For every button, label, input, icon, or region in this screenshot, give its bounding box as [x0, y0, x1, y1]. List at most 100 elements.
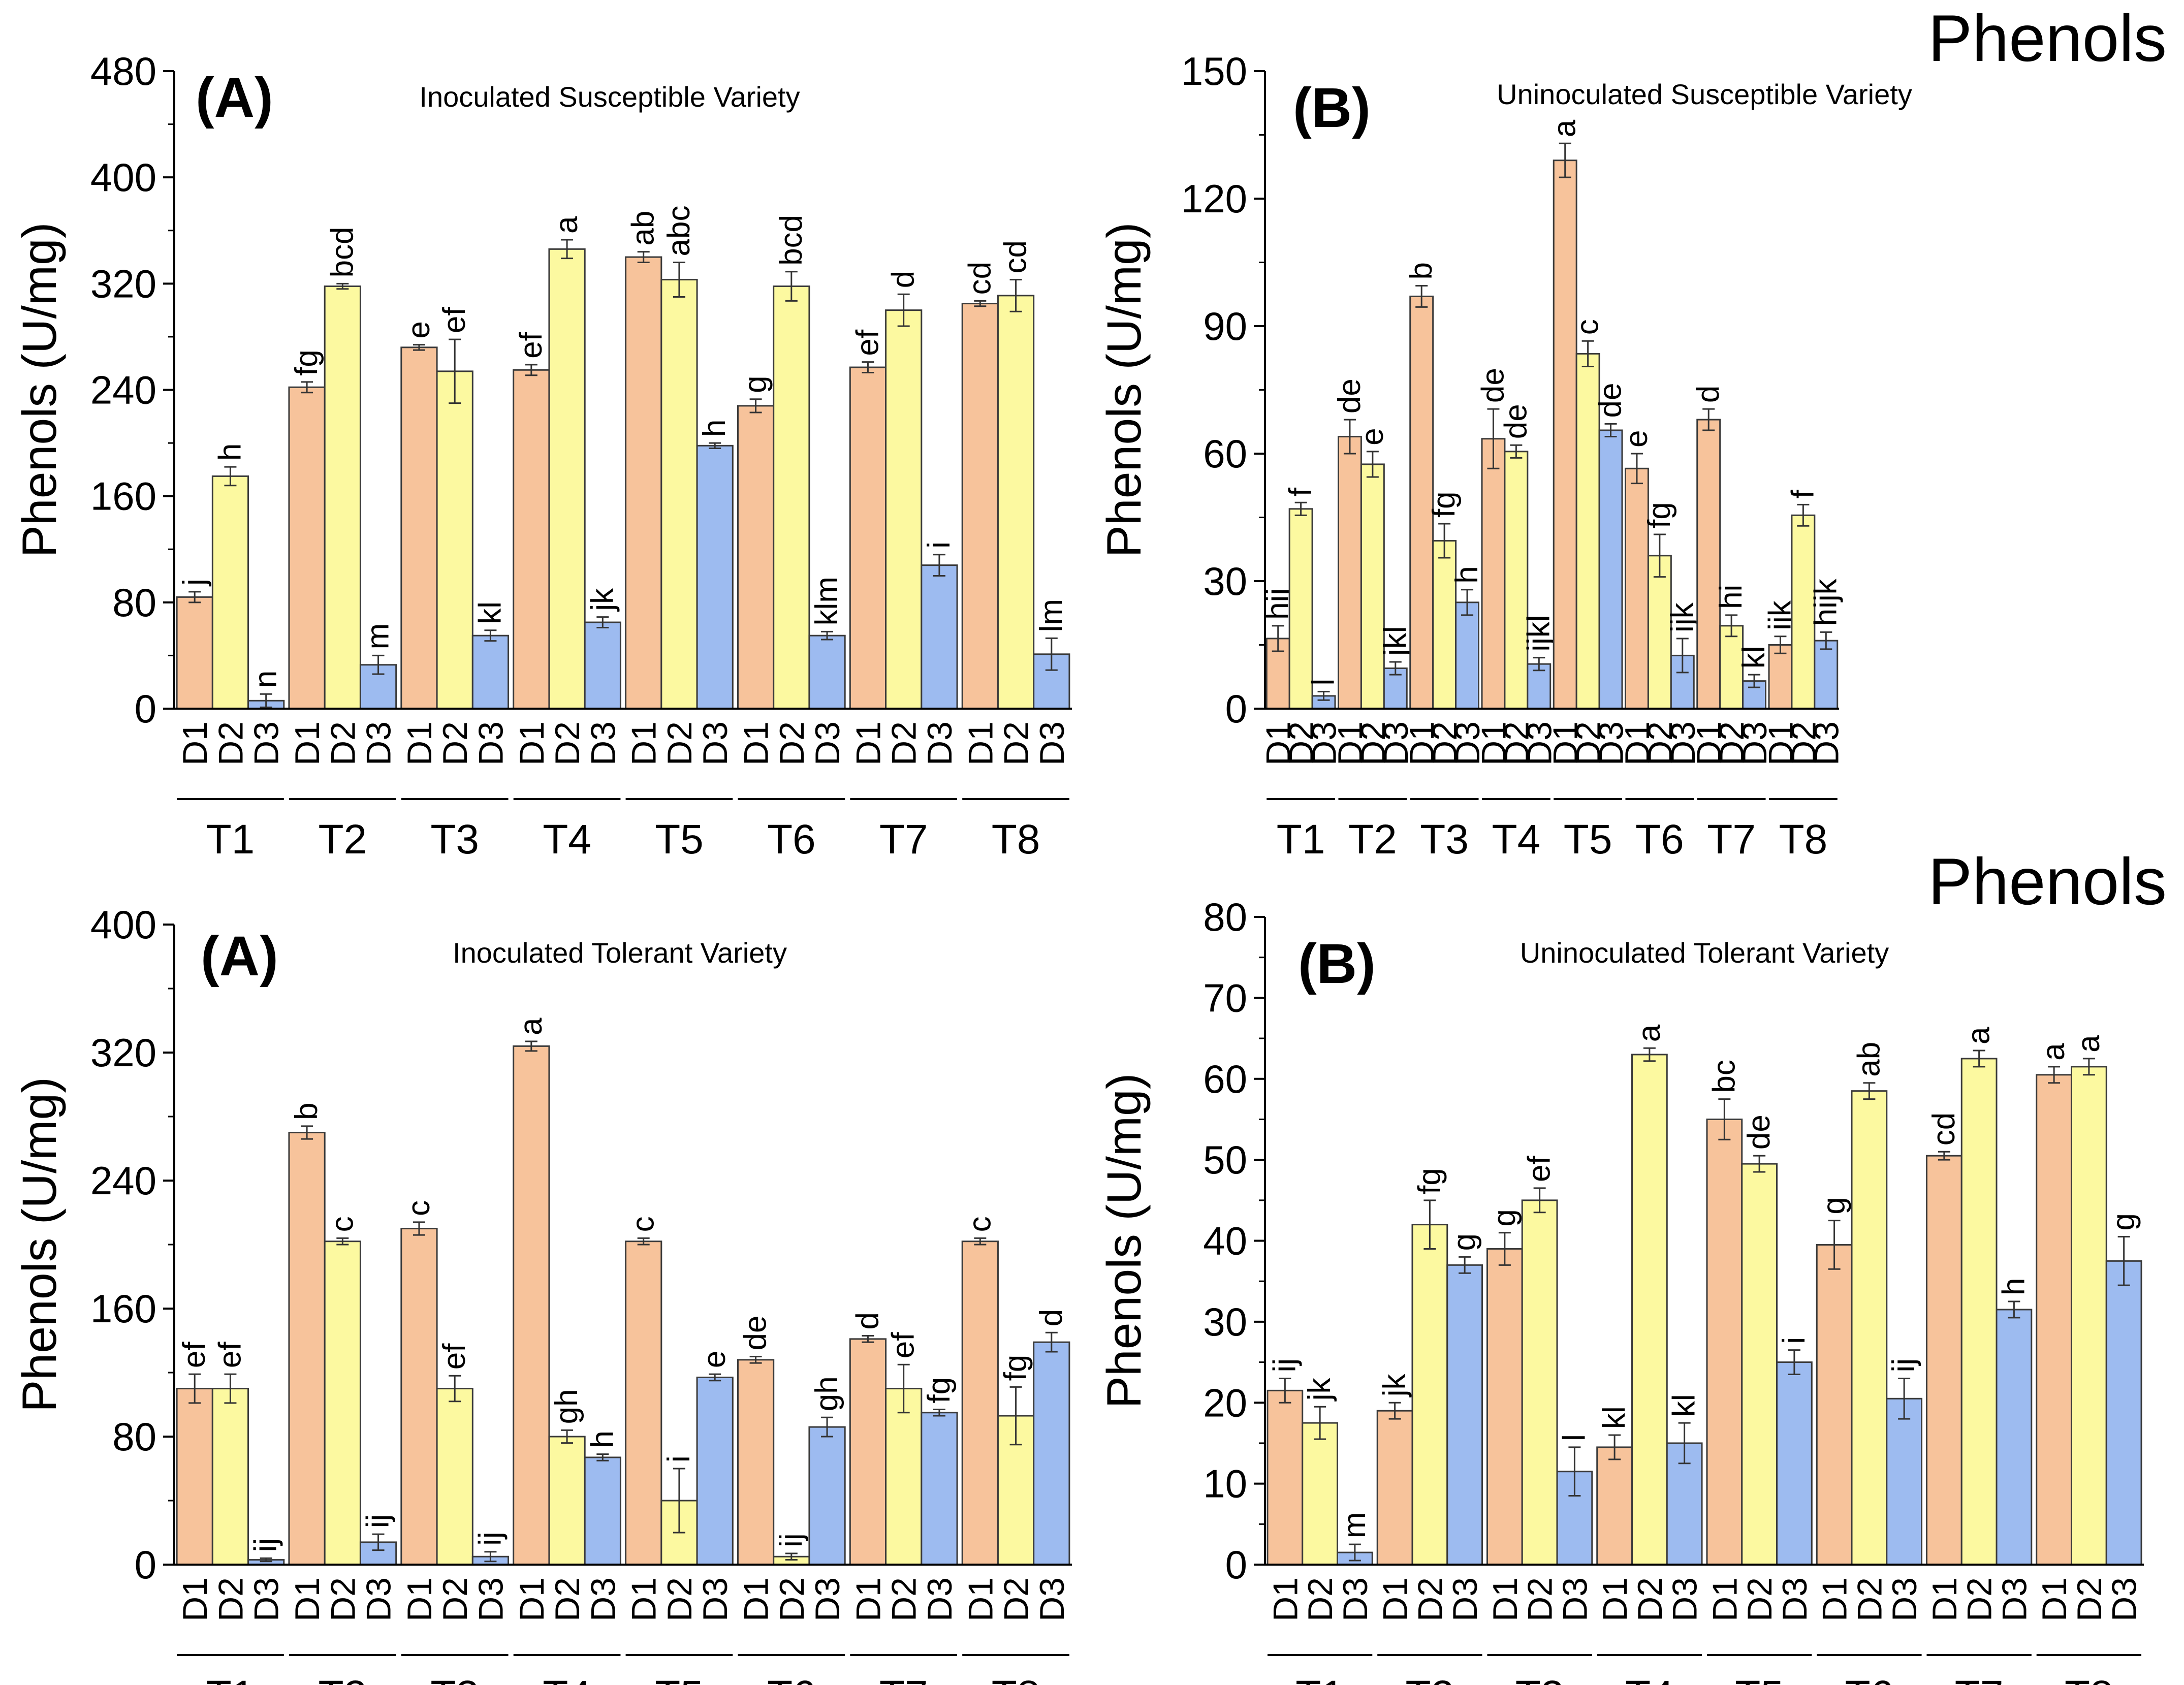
chart4-y-tick-label: 80 — [1203, 895, 1247, 939]
chart1-category-label: T4 — [543, 816, 591, 863]
chart2-bar-t7-d1 — [1696, 419, 1721, 710]
chart4-panel-letter: (B) — [1298, 933, 1376, 995]
chart1-dose-label: D3 — [247, 721, 286, 766]
chart4-dose-label: D1 — [2035, 1577, 2074, 1622]
chart1-bar-t7-d2 — [885, 309, 923, 710]
chart3-bar-t3-d2 — [436, 1388, 473, 1566]
chart4-dose-label: D3 — [1556, 1577, 1594, 1622]
chart1-significance-label: ef — [514, 332, 549, 358]
chart2-y-axis-label: Phenols (U/mg) — [1097, 222, 1151, 558]
chart3-bar-t1-d1 — [176, 1388, 213, 1566]
chart4-y-tick-label: 10 — [1203, 1461, 1247, 1506]
chart3-significance-label: c — [962, 1216, 997, 1232]
chart2-category-label: T5 — [1564, 816, 1612, 863]
chart3-y-tick-label: 320 — [90, 1030, 156, 1075]
chart2-significance-label: e — [1355, 428, 1390, 445]
chart2-significance-label: b — [1404, 262, 1439, 279]
chart2-significance-label: ijk — [1665, 602, 1700, 632]
chart3-dose-label: D3 — [808, 1577, 847, 1622]
chart2-significance-label: l — [1306, 679, 1341, 686]
chart4-significance-label: h — [1996, 1278, 2031, 1295]
chart2-dose-label: D1 — [1690, 721, 1728, 766]
chart3-dose-label: D2 — [997, 1577, 1036, 1622]
chart1-y-tick-label: 480 — [90, 49, 156, 93]
chart2-y-tick-label: 150 — [1181, 49, 1247, 93]
chart2-category-label: T7 — [1707, 816, 1756, 863]
chart4-y-tick-label: 20 — [1203, 1380, 1247, 1425]
chart4-y-tick-label: 0 — [1225, 1542, 1247, 1587]
chart3-dose-label: D2 — [436, 1577, 474, 1622]
chart2-significance-label: hijk — [1808, 578, 1843, 626]
chart4-bar-t2-d2 — [1411, 1224, 1448, 1566]
chart4-bar-t2-d1 — [1376, 1410, 1413, 1566]
chart4-dose-label: D1 — [1376, 1577, 1415, 1622]
chart3-significance-label: gh — [549, 1389, 584, 1424]
chart2-bar-t6-d3 — [1670, 654, 1695, 710]
chart4-significance-label: i — [1777, 1337, 1812, 1344]
chart1-dose-label: D3 — [921, 721, 959, 766]
chart1-significance-label: cd — [962, 262, 997, 295]
chart4-bar-t1-d2 — [1302, 1422, 1339, 1566]
chart4-dose-label: D3 — [1776, 1577, 1814, 1622]
chart3-bar-t4-d3 — [584, 1456, 621, 1566]
chart2-bar-t5-d3 — [1598, 429, 1623, 710]
chart1-significance-label: e — [401, 321, 436, 338]
chart4-category-label: T8 — [2065, 1672, 2113, 1685]
chart2-y-tick-label: 90 — [1203, 304, 1247, 348]
chart4-bar-t4-d3 — [1666, 1442, 1703, 1566]
chart4-y-tick-label: 70 — [1203, 975, 1247, 1020]
chart2-bar-t8-d2 — [1791, 514, 1816, 710]
chart1-dose-label: D2 — [773, 721, 811, 766]
chart2-category-label: T1 — [1277, 816, 1325, 863]
chart3-bar-t8-d1 — [961, 1241, 999, 1566]
chart3-panel-letter: (A) — [201, 925, 278, 988]
chart2-dose-label: D2 — [1282, 721, 1321, 766]
chart3-bar-t3-d1 — [400, 1228, 438, 1566]
chart2-dose-label: D1 — [1618, 721, 1657, 766]
chart2-significance-label: de — [1332, 378, 1367, 414]
chart1-dose-label: D2 — [324, 721, 362, 766]
chart4-significance-label: fg — [1412, 1168, 1447, 1194]
chart3-significance-label: h — [585, 1430, 620, 1448]
chart1-bar-t4-d2 — [548, 248, 586, 710]
chart2-dose-label: D2 — [1354, 721, 1392, 766]
chart4-bar-t7-d1 — [1925, 1155, 1963, 1566]
chart1-significance-label: fg — [289, 349, 324, 376]
chart1-bar-t5-d2 — [660, 278, 698, 710]
chart2-y-tick-label: 120 — [1181, 176, 1247, 221]
chart2-bar-t2-d2 — [1360, 463, 1385, 710]
chart1-significance-label: ef — [850, 329, 885, 356]
chart4-bar-t4-d2 — [1631, 1054, 1668, 1566]
chart4-dose-label: D1 — [1816, 1577, 1854, 1622]
chart1-dose-label: D1 — [400, 721, 439, 766]
chart2-significance-label: kl — [1736, 646, 1771, 669]
chart4-bar-t8-d3 — [2105, 1260, 2142, 1566]
chart4-bar-t5-d2 — [1741, 1163, 1778, 1566]
chart4-dose-label: D2 — [1301, 1577, 1340, 1622]
chart2-bar-t6-d2 — [1647, 555, 1672, 710]
chart4-bar-t1-d1 — [1267, 1389, 1304, 1566]
chart1-bar-t1-d1 — [176, 596, 213, 710]
chart3-bar-t4-d1 — [513, 1045, 550, 1566]
chart2-bar-t3-d3 — [1455, 601, 1480, 710]
chart1-bar-t6-d1 — [737, 405, 775, 710]
chart1-bar-t4-d3 — [584, 621, 621, 710]
chart4-category-label: T6 — [1845, 1672, 1894, 1685]
chart3-significance-label: e — [697, 1351, 732, 1368]
chart1-category-label: T3 — [430, 816, 479, 863]
chart3-y-tick-label: 80 — [112, 1414, 156, 1459]
chart1-significance-label: kl — [472, 601, 508, 624]
chart2-bar-t3-d2 — [1432, 540, 1457, 710]
chart4-bar-t4-d1 — [1596, 1446, 1633, 1566]
chart1-dose-label: D1 — [513, 721, 551, 766]
chart1-bar-t2-d2 — [324, 285, 361, 710]
chart4-bar-t6-d3 — [1886, 1397, 1923, 1566]
chart3-category-label: T8 — [992, 1672, 1040, 1685]
chart3-dose-label: D1 — [737, 1577, 776, 1622]
chart4-significance-label: ij — [1886, 1358, 1921, 1373]
chart3-dose-label: D3 — [696, 1577, 735, 1622]
chart4-dose-label: D1 — [1486, 1577, 1525, 1622]
chart1-dose-label: D2 — [885, 721, 924, 766]
chart4-bar-t6-d2 — [1851, 1090, 1888, 1566]
